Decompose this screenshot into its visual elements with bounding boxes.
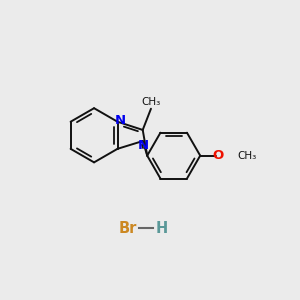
Text: CH₃: CH₃: [141, 97, 160, 107]
Text: Br: Br: [118, 220, 137, 236]
Text: O: O: [212, 148, 224, 161]
Text: N: N: [115, 114, 126, 127]
Text: N: N: [137, 139, 148, 152]
Text: H: H: [156, 220, 168, 236]
Text: CH₃: CH₃: [237, 151, 256, 160]
